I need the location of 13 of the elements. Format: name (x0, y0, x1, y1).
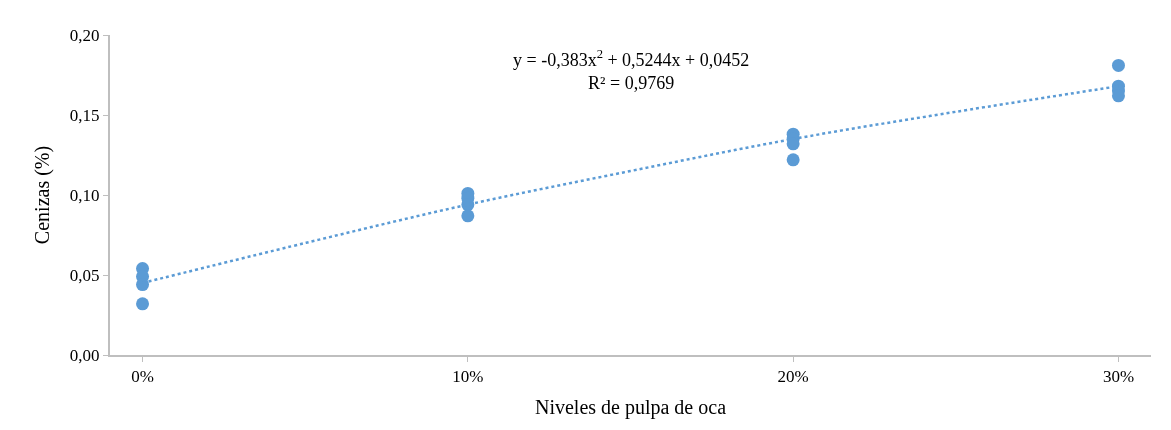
x-tick-label: 0% (131, 367, 154, 387)
y-tick-label: 0,05 (69, 265, 100, 285)
y-tick-label: 0,15 (69, 105, 100, 125)
annotation: R² = 0,9769 (588, 72, 675, 93)
x-tick-label: 30% (1102, 367, 1135, 387)
x-tick-label: 20% (777, 367, 809, 387)
x-axis-title: Niveles de pulpa de oca (534, 396, 727, 420)
y-tick-label: 0,20 (69, 25, 100, 45)
x-tick-label: 10% (452, 367, 484, 387)
annotation: y = -0,383x$^{2}$ + 0,5244x + 0,0452 (513, 47, 750, 70)
y-axis-title: Cenizas (%) (30, 145, 54, 245)
y-tick-label: 0,00 (69, 345, 100, 365)
y-tick-label: 0,10 (69, 185, 100, 205)
